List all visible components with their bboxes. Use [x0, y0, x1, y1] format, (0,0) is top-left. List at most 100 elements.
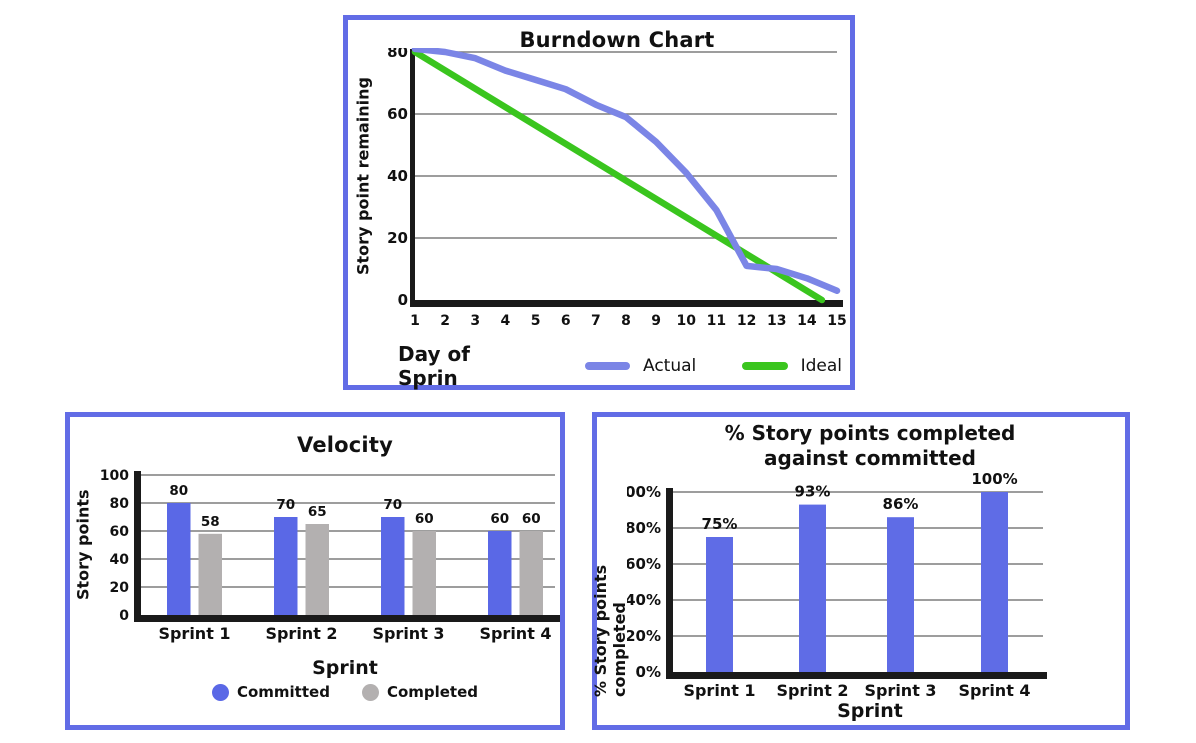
- velocity-legend: Committed Completed: [70, 683, 560, 701]
- y-tick-label: 100: [100, 468, 129, 484]
- bar-sprint-3-committed: [381, 517, 405, 615]
- velocity-title: Velocity: [297, 433, 393, 457]
- x-tick-label: 14: [797, 313, 817, 329]
- x-tick-label: 7: [591, 313, 601, 329]
- x-tick-label: 13: [767, 313, 786, 329]
- x-tick-label: 5: [531, 313, 541, 329]
- y-tick-label: 40: [110, 552, 130, 568]
- x-tick-label: Sprint 2: [265, 624, 337, 643]
- x-tick-label: 10: [677, 313, 697, 329]
- y-tick-label: 20: [110, 580, 130, 596]
- x-tick-label: Sprint 3: [864, 681, 936, 700]
- bar-sprint-1-completed: [198, 533, 222, 615]
- y-tick-label: 80: [110, 496, 130, 512]
- y-tick-label: 20%: [627, 627, 661, 645]
- percent-title: % Story points completed against committ…: [597, 421, 1125, 471]
- x-tick-label: Sprint 4: [958, 681, 1030, 700]
- percent-title-line1: % Story points completed: [724, 421, 1016, 445]
- bar-value-label: 60: [490, 511, 509, 527]
- x-tick-label: Sprint 1: [683, 681, 755, 700]
- x-tick-label: Sprint 1: [158, 624, 230, 643]
- bar-sprint-1-committed: [167, 503, 191, 615]
- bar-value-label: 58: [201, 514, 220, 530]
- x-axis: [410, 300, 843, 307]
- x-tick-label: 4: [501, 313, 511, 329]
- y-tick-label: 40%: [627, 591, 661, 609]
- x-tick-label: 9: [651, 313, 661, 329]
- x-tick-label: Sprint 4: [479, 624, 551, 643]
- y-tick-label: 40: [387, 167, 408, 185]
- completed-legend-item: Completed: [361, 683, 479, 701]
- completed-dot-icon: [361, 683, 379, 701]
- bar-value-label: 75%: [702, 515, 738, 533]
- x-axis: [666, 672, 1047, 679]
- y-tick-label: 60%: [627, 555, 661, 573]
- bar-value-label: 70: [383, 497, 402, 513]
- burndown-y-axis-label: Story point remaining: [353, 77, 373, 276]
- y-tick-label: 60: [387, 105, 408, 123]
- committed-legend-item: Committed: [211, 683, 330, 701]
- percent-plot: 0% 20% 40% 60% 80% 100% 75% Sprint 1 93% Sprint 2…: [627, 471, 1047, 700]
- series-actual: [411, 48, 841, 294]
- y-axis: [410, 49, 415, 307]
- burndown-x-axis-label: Day of Sprin: [398, 342, 470, 390]
- y-tick-label: 20: [387, 229, 408, 247]
- burndown-chart-panel: Burndown Chart Story point remaining 0 20…: [343, 15, 855, 390]
- y-tick-label: 0%: [636, 663, 661, 681]
- bar-sprint-3: [887, 517, 914, 672]
- bar-sprint-2-committed: [274, 517, 298, 615]
- bar-sprint-2: [799, 504, 826, 672]
- bar-sprint-4-committed: [488, 531, 512, 615]
- bar-sprint-4: [981, 492, 1008, 672]
- ideal-legend-label: Ideal: [800, 356, 843, 376]
- bar-value-label: 93%: [795, 483, 831, 501]
- actual-legend-label: Actual: [642, 356, 697, 376]
- percent-title-line2: against committed: [764, 446, 976, 470]
- velocity-chart-panel: Velocity Story points 0 20 40 60 80 100 80 58 Sp…: [65, 412, 565, 730]
- percent-y-axis-label: % Story points completed: [591, 564, 629, 697]
- y-tick-label: 60: [110, 524, 130, 540]
- x-tick-label: Sprint 2: [776, 681, 848, 700]
- bar-sprint-2-completed: [305, 524, 329, 615]
- y-tick-label: 0: [398, 291, 408, 309]
- y-axis: [134, 471, 141, 622]
- y-axis: [666, 488, 673, 679]
- bar-value-label: 100%: [971, 471, 1017, 488]
- x-tick-label: 2: [440, 313, 450, 329]
- y-tick-label: 80: [387, 48, 408, 61]
- committed-dot-icon: [211, 683, 229, 701]
- velocity-plot: 0 20 40 60 80 100 80 58 Sprint 1 70 65 Sprint 2 70 60…: [100, 468, 560, 643]
- committed-legend-label: Committed: [236, 683, 330, 701]
- x-tick-label: 3: [470, 313, 480, 329]
- percent-chart-panel: % Story points completed against committ…: [591, 412, 1130, 730]
- percent-x-axis-label: Sprint: [837, 700, 903, 722]
- y-tick-label: 100%: [627, 483, 661, 501]
- velocity-y-axis-label: Story points: [73, 489, 93, 601]
- bar-value-label: 80: [169, 483, 188, 499]
- x-tick-label: Sprint 3: [372, 624, 444, 643]
- bar-value-label: 60: [522, 511, 541, 527]
- x-tick-label: 6: [561, 313, 571, 329]
- bar-value-label: 70: [276, 497, 295, 513]
- x-axis: [134, 615, 560, 622]
- velocity-x-axis-label: Sprint: [312, 657, 378, 679]
- burndown-footer: Day of Sprin Actual Ideal: [370, 342, 843, 390]
- x-tick-label: 11: [707, 313, 726, 329]
- burndown-title: Burndown Chart: [519, 28, 715, 52]
- ideal-line-swatch: [742, 362, 788, 370]
- x-tick-label: 15: [827, 313, 846, 329]
- bar-sprint-1: [706, 537, 733, 672]
- y-tick-label: 0: [119, 608, 129, 624]
- x-tick-label: 1: [410, 313, 420, 329]
- bar-value-label: 86%: [883, 495, 919, 513]
- y-tick-label: 80%: [627, 519, 661, 537]
- x-tick-label: 12: [737, 313, 756, 329]
- actual-line-swatch: [584, 362, 630, 370]
- bar-sprint-3-completed: [412, 531, 436, 615]
- completed-legend-label: Completed: [386, 683, 479, 701]
- x-tick-label: 8: [621, 313, 631, 329]
- series-ideal: [411, 48, 826, 304]
- bar-sprint-4-completed: [519, 531, 543, 615]
- bar-value-label: 60: [415, 511, 434, 527]
